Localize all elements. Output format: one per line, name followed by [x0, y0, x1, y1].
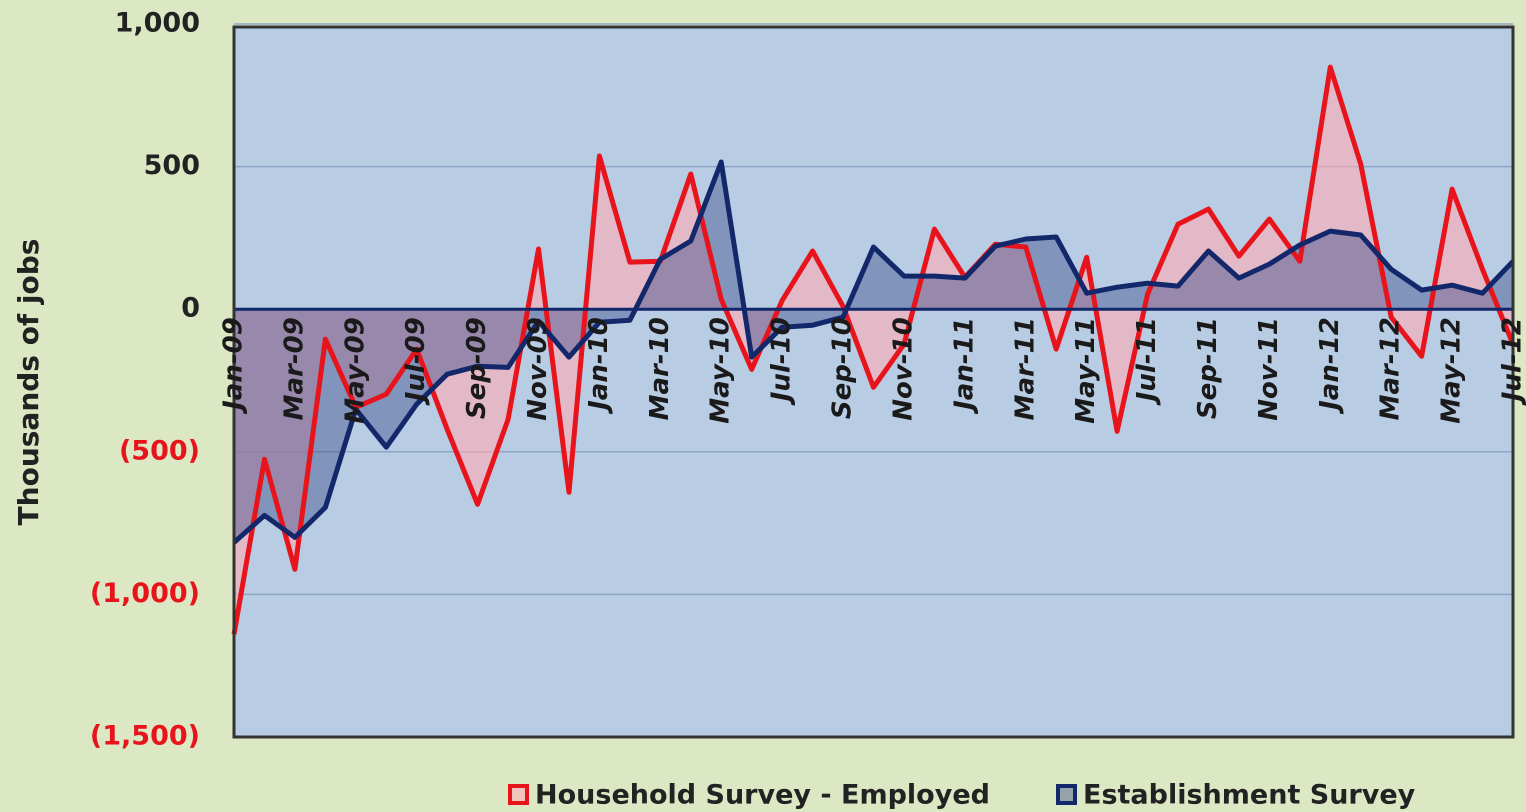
x-tick-label: May-09 — [340, 317, 370, 424]
x-tick-label: Mar-12 — [1376, 317, 1406, 420]
x-tick-label: May-11 — [1071, 317, 1101, 424]
legend-label: Establishment Survey — [1083, 780, 1416, 811]
y-tick-label: (1,500) — [90, 721, 200, 752]
legend-swatch — [1056, 784, 1077, 805]
x-tick-label: May-10 — [706, 317, 736, 424]
x-tick-label: Jan-09 — [219, 317, 249, 415]
y-tick-label: 1,000 — [115, 8, 200, 39]
x-tick-label: Nov-10 — [888, 317, 918, 421]
legend-swatch — [508, 784, 529, 805]
x-tick-label: May-12 — [1437, 317, 1467, 424]
x-tick-label: Jul-12 — [1498, 317, 1526, 406]
x-tick-label: Nov-11 — [1254, 317, 1284, 421]
x-tick-label: Jul-09 — [401, 317, 431, 406]
area — [234, 67, 1513, 635]
x-tick-label: Jul-10 — [767, 317, 797, 406]
x-tick-label: Sep-09 — [462, 317, 492, 419]
line — [231, 64, 1516, 635]
y-tick-label: (500) — [119, 435, 200, 466]
x-tick-label: Mar-09 — [279, 317, 309, 420]
line — [232, 159, 1515, 545]
x-tick-label: Sep-11 — [1193, 317, 1223, 419]
legend-label: Household Survey - Employed — [535, 780, 990, 811]
plot-border — [232, 25, 1515, 739]
x-tick-label: Jul-11 — [1132, 317, 1162, 406]
y-axis-label: Thousands of jobs — [12, 239, 45, 526]
x-tick-label: Nov-09 — [523, 317, 553, 421]
x-tick-label: Jan-11 — [949, 317, 979, 415]
y-tick-label: 0 — [181, 293, 200, 324]
x-tick-label: Mar-11 — [1010, 317, 1040, 420]
y-tick-label: (1,000) — [90, 578, 200, 609]
x-tick-label: Mar-10 — [645, 317, 675, 420]
x-tick-label: Sep-10 — [828, 317, 858, 419]
x-tick-label: Jan-10 — [584, 317, 614, 415]
x-tick-label: Jan-12 — [1315, 317, 1345, 415]
area — [234, 162, 1513, 543]
y-tick-label: 500 — [144, 150, 200, 181]
